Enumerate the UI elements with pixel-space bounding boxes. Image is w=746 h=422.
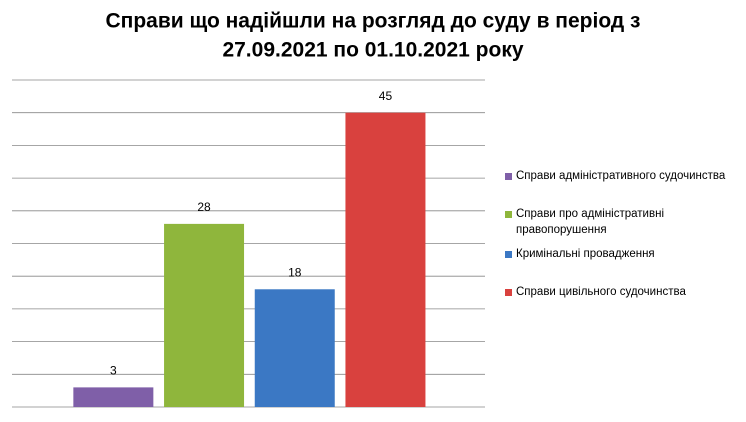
legend-swatch xyxy=(505,251,512,258)
legend-label: Справи адміністративного судочинства xyxy=(516,170,726,182)
legend-swatch xyxy=(505,289,512,296)
legend: Справи адміністративного судочинства Спра… xyxy=(505,168,743,300)
value-label: 18 xyxy=(288,265,302,279)
value-label: 45 xyxy=(379,89,393,103)
bar xyxy=(345,112,426,407)
value-label: 3 xyxy=(110,364,117,378)
chart-title: 27.09.2021 по 01.10.2021 року xyxy=(222,39,523,62)
legend-label: Кримінальні провадження xyxy=(516,248,655,260)
legend-entry: Кримінальні провадження xyxy=(505,246,743,262)
legend-swatch xyxy=(505,211,512,218)
legend-label: Справи цивільного судочинства xyxy=(516,286,686,298)
chart-title: Справи що надійшли на розгляд до суду в … xyxy=(106,10,641,33)
legend-entry: Справи цивільного судочинства xyxy=(505,284,743,300)
bar xyxy=(164,223,245,407)
value-label: 28 xyxy=(197,200,211,214)
legend-entry: Справи адміністративного судочинства xyxy=(505,168,743,184)
bar xyxy=(254,289,335,407)
legend-entry: Справи про адміністративні правопорушенн… xyxy=(505,206,743,238)
bar xyxy=(73,387,154,407)
legend-swatch xyxy=(505,173,512,180)
legend-label: Справи про адміністративні правопорушенн… xyxy=(516,208,665,236)
